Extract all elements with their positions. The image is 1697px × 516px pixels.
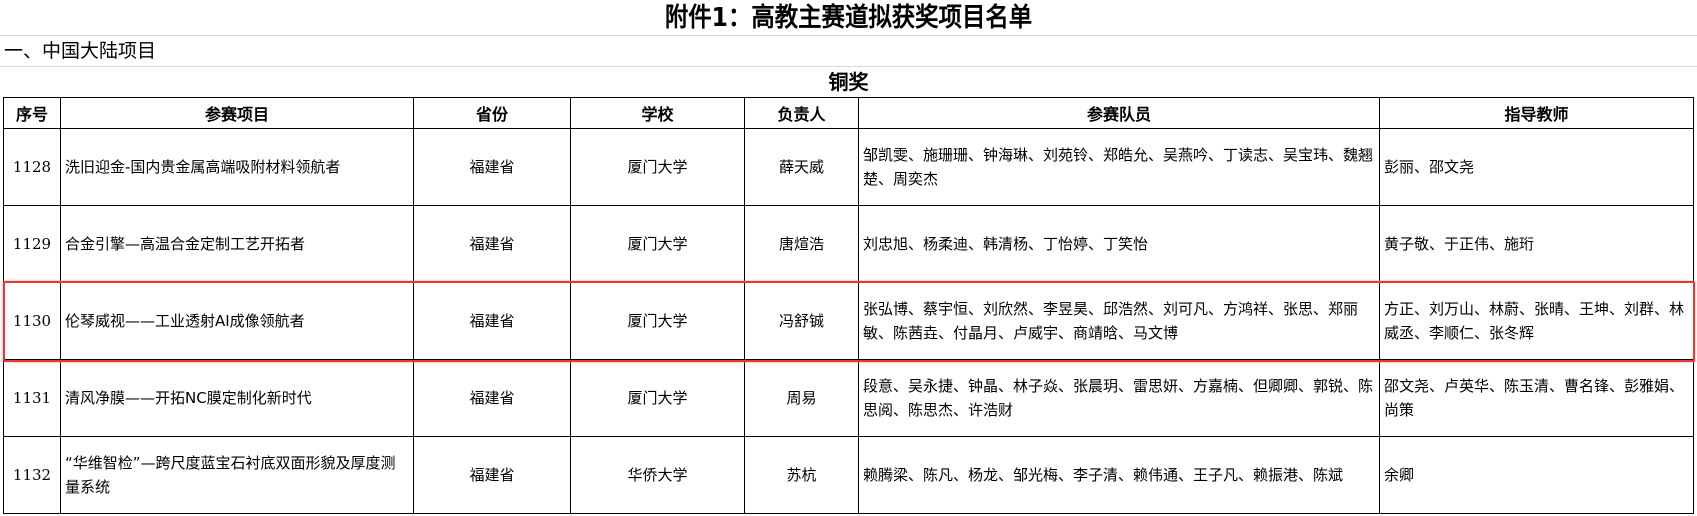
cell-leader: 苏杭 <box>744 436 859 514</box>
award-table: 序号 参赛项目 省份 学校 负责人 参赛队员 指导教师 1128 洗旧迎金-国内贵… <box>3 97 1694 514</box>
header-members: 参赛队员 <box>858 97 1380 129</box>
cell-seq: 1128 <box>3 128 61 206</box>
cell-project: “华维智检”—跨尺度蓝宝石衬底双面形貌及厚度测量系统 <box>60 436 414 514</box>
cell-leader: 唐煊浩 <box>744 205 859 283</box>
cell-seq: 1130 <box>3 282 61 360</box>
cell-teachers: 方正、刘万山、林蔚、张晴、王坤、刘群、林威丞、李顺仁、张冬辉 <box>1379 282 1694 360</box>
cell-school: 厦门大学 <box>570 359 745 437</box>
gridline <box>0 35 1697 36</box>
page-title: 附件1：高教主赛道拟获奖项目名单 <box>664 3 1033 33</box>
header-school: 学校 <box>570 97 745 129</box>
cell-province: 福建省 <box>413 128 571 206</box>
table-row: 1129 合金引擎—高温合金定制工艺开拓者 福建省 厦门大学 唐煊浩 刘忠旭、杨柔迪、韩清… <box>3 205 1694 283</box>
cell-members: 段意、吴永捷、钟晶、林子焱、张晨玥、雷思妍、方嘉楠、但卿卿、郭锐、陈思阅、陈思杰… <box>858 359 1380 437</box>
cell-members: 邹凯雯、施珊珊、钟海琳、刘苑铃、郑皓允、吴燕吟、丁读志、吴宝玮、魏翘楚、周奕杰 <box>858 128 1380 206</box>
cell-seq: 1129 <box>3 205 61 283</box>
cell-project: 伦琴威视——工业透射AI成像领航者 <box>60 282 414 360</box>
cell-leader: 薛天威 <box>744 128 859 206</box>
section-heading: 一、中国大陆项目 <box>4 40 157 62</box>
header-leader: 负责人 <box>744 97 859 129</box>
header-seq: 序号 <box>3 97 61 129</box>
cell-members: 张弘博、蔡宇恒、刘欣然、李昱昊、邱浩然、刘可凡、方鸿祥、张思、郑丽敏、陈茜垚、付… <box>858 282 1380 360</box>
cell-seq: 1131 <box>3 359 61 437</box>
header-province: 省份 <box>413 97 571 129</box>
cell-school: 厦门大学 <box>570 282 745 360</box>
cell-teachers: 彭丽、邵文尧 <box>1379 128 1694 206</box>
cell-school: 华侨大学 <box>570 436 745 514</box>
table-row: 1128 洗旧迎金-国内贵金属高端吸附材料领航者 福建省 厦门大学 薛天威 邹凯雯、施珊珊… <box>3 128 1694 206</box>
table-row: 1131 清风净膜——开拓NC膜定制化新时代 福建省 厦门大学 周易 段意、吴永捷、钟晶、… <box>3 359 1694 437</box>
cell-project: 合金引擎—高温合金定制工艺开拓者 <box>60 205 414 283</box>
award-heading: 铜奖 <box>828 70 869 94</box>
cell-province: 福建省 <box>413 205 571 283</box>
cell-province: 福建省 <box>413 359 571 437</box>
cell-leader: 冯舒铖 <box>744 282 859 360</box>
table-header-row: 序号 参赛项目 省份 学校 负责人 参赛队员 指导教师 <box>3 97 1694 129</box>
cell-members: 刘忠旭、杨柔迪、韩清杨、丁怡婷、丁笑怡 <box>858 205 1380 283</box>
cell-teachers: 余卿 <box>1379 436 1694 514</box>
cell-leader: 周易 <box>744 359 859 437</box>
cell-province: 福建省 <box>413 282 571 360</box>
cell-teachers: 邵文尧、卢英华、陈玉清、曹名锋、彭雅娟、尚策 <box>1379 359 1694 437</box>
gridline <box>0 66 1697 67</box>
header-project: 参赛项目 <box>60 97 414 129</box>
header-teachers: 指导教师 <box>1379 97 1694 129</box>
cell-project: 清风净膜——开拓NC膜定制化新时代 <box>60 359 414 437</box>
cell-project: 洗旧迎金-国内贵金属高端吸附材料领航者 <box>60 128 414 206</box>
cell-school: 厦门大学 <box>570 128 745 206</box>
cell-province: 福建省 <box>413 436 571 514</box>
table-row: 1132 “华维智检”—跨尺度蓝宝石衬底双面形貌及厚度测量系统 福建省 华侨大学 苏杭赖… <box>3 436 1694 514</box>
cell-seq: 1132 <box>3 436 61 514</box>
cell-teachers: 黄子敬、于正伟、施珩 <box>1379 205 1694 283</box>
cell-school: 厦门大学 <box>570 205 745 283</box>
cell-members: 赖腾梁、陈凡、杨龙、邹光梅、李子清、赖伟通、王子凡、赖振港、陈斌 <box>858 436 1380 514</box>
table-row: 1130 伦琴威视——工业透射AI成像领航者 福建省 厦门大学 冯舒铖 张弘博、蔡宇恒、刘… <box>3 282 1694 360</box>
